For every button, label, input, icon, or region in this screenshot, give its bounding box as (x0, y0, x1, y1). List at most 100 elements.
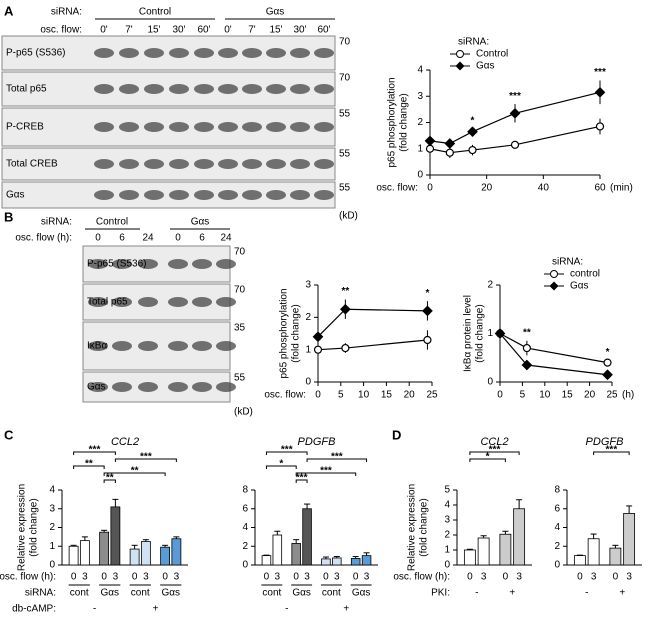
y-tick-label: 2 (305, 312, 311, 323)
y-axis-label: (fold change) (399, 93, 410, 151)
band (242, 84, 262, 94)
y-axis-label: IκBα protein level (463, 295, 474, 372)
group-label: cont (70, 588, 89, 599)
band (192, 341, 212, 351)
lane-label: 15' (269, 25, 282, 36)
band (290, 159, 310, 169)
bar (99, 531, 110, 566)
y-tick-label: 0 (417, 170, 423, 181)
lane-label: 30' (293, 25, 306, 36)
x-tick-label: 10 (539, 390, 551, 401)
y-axis-label: (fold change) (291, 304, 302, 362)
band (242, 159, 262, 169)
data-point (312, 331, 324, 343)
band (216, 297, 236, 307)
band (169, 84, 189, 94)
legend-title: siRNA: (552, 257, 583, 268)
band (112, 297, 132, 307)
band (88, 341, 108, 351)
legend-title: siRNA: (458, 37, 489, 48)
band (218, 48, 238, 58)
data-point (423, 335, 432, 345)
y-tick-label: 3 (417, 91, 423, 102)
y-tick-label: 5 (444, 485, 450, 496)
legend-label: Gαs (570, 281, 589, 292)
bar (261, 555, 272, 566)
marker-label: 55 (339, 183, 351, 194)
y-tick-label: 8 (554, 485, 560, 496)
y-tick-label: 0 (242, 560, 248, 571)
data-point (603, 358, 612, 367)
x-tick-label: 0 (497, 390, 503, 401)
band (88, 297, 108, 307)
lane-label: 30' (172, 25, 185, 36)
bar (463, 549, 476, 566)
row-label: PKI: (431, 588, 450, 599)
band (169, 48, 189, 58)
band (88, 259, 108, 269)
y-tick-label: 3 (49, 503, 55, 514)
series-line (499, 332, 608, 364)
y-tick-label: 1 (417, 143, 423, 154)
group-label: cont (131, 588, 150, 599)
significance-bracket (469, 458, 506, 462)
group-label: Gαs (161, 588, 180, 599)
x-tick-label: 40 (538, 183, 550, 194)
significance-label: ** (341, 286, 349, 297)
significance-bracket (114, 458, 177, 462)
significance-bracket (103, 479, 116, 483)
lane-label: 7' (248, 25, 256, 36)
legend-marker (550, 270, 558, 278)
significance-bracket (593, 451, 630, 455)
significance-label: ** (523, 327, 531, 338)
x-tick-label: 20 (404, 390, 416, 401)
band (119, 122, 139, 132)
row-label: P-p65 (S536) (6, 48, 65, 59)
marker-label: 70 (339, 73, 351, 84)
x-tick-label: 10 (358, 390, 370, 401)
y-tick-label: 0 (305, 377, 311, 388)
band (94, 159, 114, 169)
y-tick-label: 0 (444, 560, 450, 571)
data-point (522, 343, 531, 353)
band (112, 259, 132, 269)
band (290, 48, 310, 58)
x-tick-label: 0 (503, 572, 509, 583)
band (138, 259, 158, 269)
legend-marker (549, 281, 559, 291)
group-label: Gαs (100, 588, 119, 599)
band (192, 382, 212, 392)
lane-label: 7' (125, 25, 133, 36)
band (194, 190, 214, 200)
band (119, 159, 139, 169)
band (94, 48, 114, 58)
flow-label: osc. flow (h): (15, 233, 72, 244)
x-axis-label: osc. flow: (264, 390, 306, 401)
unit-label: (kD) (234, 407, 253, 418)
x-tick-label: 3 (143, 572, 149, 583)
x-tick-label: 0 (315, 390, 321, 401)
band (192, 297, 212, 307)
band (88, 382, 108, 392)
group-label: Gαs (266, 7, 285, 18)
y-tick-label: 4 (242, 522, 248, 533)
x-tick-label: 0 (577, 572, 583, 583)
group-label: Control (139, 7, 171, 18)
bar (291, 543, 301, 566)
group-label: - (93, 604, 96, 615)
significance-bracket (265, 465, 297, 469)
bar (499, 533, 512, 566)
band (242, 122, 262, 132)
data-point (313, 345, 323, 354)
significance-bracket (469, 451, 520, 455)
y-tick-label: 8 (242, 485, 248, 496)
lane-label: 0 (175, 233, 181, 244)
group-label: Control (96, 217, 128, 228)
bar (110, 506, 121, 566)
row-label: osc. flow (h): (393, 572, 450, 583)
x-tick-label: 3 (275, 572, 281, 583)
panel-letter: D (392, 427, 401, 442)
band (168, 259, 188, 269)
legend-marker (455, 61, 465, 71)
band (94, 190, 114, 200)
